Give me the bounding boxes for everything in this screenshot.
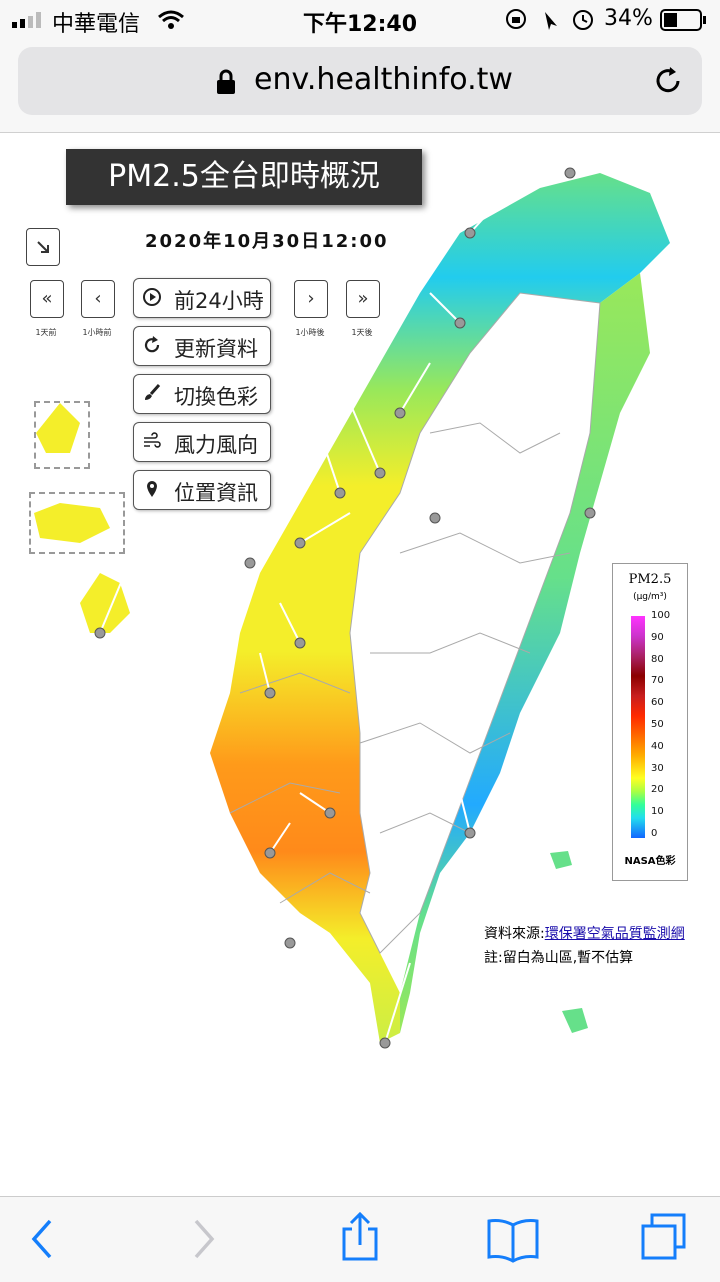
legend-tick: 70 bbox=[651, 675, 664, 687]
bookmarks-icon[interactable] bbox=[486, 1217, 540, 1263]
prev-day-label: 1天前 bbox=[35, 328, 57, 337]
battery-icon bbox=[660, 9, 706, 31]
page-title: PM2.5全台即時概況 bbox=[66, 149, 422, 205]
kinmen-island bbox=[36, 403, 80, 453]
play-24h-button[interactable]: 前24小時 bbox=[133, 278, 271, 318]
matsu-inset bbox=[29, 492, 125, 554]
next-day-button[interactable]: » bbox=[346, 280, 380, 318]
legend-tick: 30 bbox=[651, 762, 664, 774]
back-icon[interactable] bbox=[28, 1217, 58, 1261]
browser-toolbar bbox=[0, 1196, 720, 1282]
pm25-map[interactable] bbox=[0, 133, 720, 1195]
lock-icon bbox=[217, 69, 235, 94]
signal-strength-icon bbox=[12, 12, 41, 28]
reload-icon[interactable] bbox=[652, 65, 684, 97]
legend-tick: 60 bbox=[651, 697, 664, 709]
map-note: 註:留白為山區,暫不估算 bbox=[484, 950, 634, 966]
kinmen-inset bbox=[34, 401, 90, 469]
alarm-icon bbox=[573, 10, 593, 30]
legend-title: PM2.5 bbox=[628, 572, 672, 587]
status-icons bbox=[506, 9, 593, 30]
play-circle-icon bbox=[143, 288, 161, 306]
orchid-island bbox=[562, 1008, 588, 1033]
legend-tick: 0 bbox=[651, 828, 658, 839]
next-day-label: 1天後 bbox=[351, 328, 373, 337]
refresh-data-label: 更新資料 bbox=[174, 337, 258, 361]
legend-tick: 10 bbox=[651, 806, 664, 818]
switch-color-button[interactable]: 切換色彩 bbox=[133, 374, 271, 414]
legend-tick: 80 bbox=[651, 653, 664, 665]
data-source: 資料來源:環保署空氣品質監測網 bbox=[484, 923, 685, 943]
forward-icon[interactable] bbox=[188, 1217, 218, 1261]
legend-footer: NASA色彩 bbox=[624, 856, 676, 867]
refresh-data-button[interactable]: 更新資料 bbox=[133, 326, 271, 366]
mountain-region bbox=[349, 292, 601, 954]
switch-color-label: 切換色彩 bbox=[174, 385, 258, 409]
prev-day-button[interactable]: « bbox=[30, 280, 64, 318]
refresh-icon bbox=[144, 336, 160, 353]
battery-percentage: 34% bbox=[604, 6, 653, 31]
collapse-panel-button[interactable] bbox=[26, 228, 60, 266]
legend-tick: 20 bbox=[651, 784, 664, 796]
url-text[interactable]: env.healthinfo.tw bbox=[254, 62, 513, 97]
rotation-lock-icon bbox=[506, 9, 526, 29]
address-bar[interactable]: env.healthinfo.tw bbox=[18, 47, 702, 115]
legend-unit: (μg/m³) bbox=[633, 592, 667, 602]
map-page: PM2.5全台即時概況 2020年10月30日12:00 « 1天前 ‹ 1小時… bbox=[0, 133, 720, 1195]
wifi-icon bbox=[158, 10, 184, 29]
penghu-island bbox=[80, 573, 130, 633]
legend-tick: 40 bbox=[651, 740, 664, 752]
wind-icon bbox=[144, 432, 161, 448]
location-arrow-icon bbox=[545, 12, 557, 30]
prev-hour-label: 1小時前 bbox=[82, 328, 112, 337]
status-bar: 中華電信 下午12:40 34% bbox=[0, 0, 720, 40]
green-island bbox=[550, 851, 572, 869]
pm25-legend: PM2.5 (μg/m³) 100 90 80 70 60 50 40 30 20 10 0 NAS… bbox=[612, 563, 688, 881]
wind-direction-label: 風力風向 bbox=[174, 433, 258, 457]
legend-tick: 100 bbox=[651, 610, 671, 621]
legend-color-scale bbox=[631, 616, 645, 838]
data-datetime: 2020年10月30日12:00 bbox=[145, 231, 389, 252]
paint-brush-icon bbox=[145, 384, 161, 400]
browser-address-area: env.healthinfo.tw bbox=[0, 40, 720, 133]
arrow-down-right-icon bbox=[37, 241, 49, 253]
carrier-name: 中華電信 bbox=[52, 12, 141, 37]
tabs-icon[interactable] bbox=[640, 1213, 688, 1261]
next-hour-button[interactable]: › bbox=[294, 280, 328, 318]
taiwan-east-coast bbox=[400, 273, 650, 1033]
legend-tick: 90 bbox=[651, 631, 664, 643]
matsu-island bbox=[34, 503, 110, 543]
location-info-label: 位置資訊 bbox=[174, 481, 258, 505]
map-pin-icon bbox=[147, 481, 157, 497]
taiwan-west-plain bbox=[210, 173, 670, 1043]
share-icon[interactable] bbox=[338, 1211, 382, 1261]
wind-direction-button[interactable]: 風力風向 bbox=[133, 422, 271, 462]
source-link[interactable]: 環保署空氣品質監測網 bbox=[544, 926, 685, 942]
location-info-button[interactable]: 位置資訊 bbox=[133, 470, 271, 510]
next-hour-label: 1小時後 bbox=[295, 328, 325, 337]
play-24h-label: 前24小時 bbox=[174, 289, 264, 313]
prev-hour-button[interactable]: ‹ bbox=[81, 280, 115, 318]
legend-tick: 50 bbox=[651, 719, 664, 730]
source-label: 資料來源: bbox=[484, 926, 545, 942]
clock: 下午12:40 bbox=[302, 12, 418, 37]
